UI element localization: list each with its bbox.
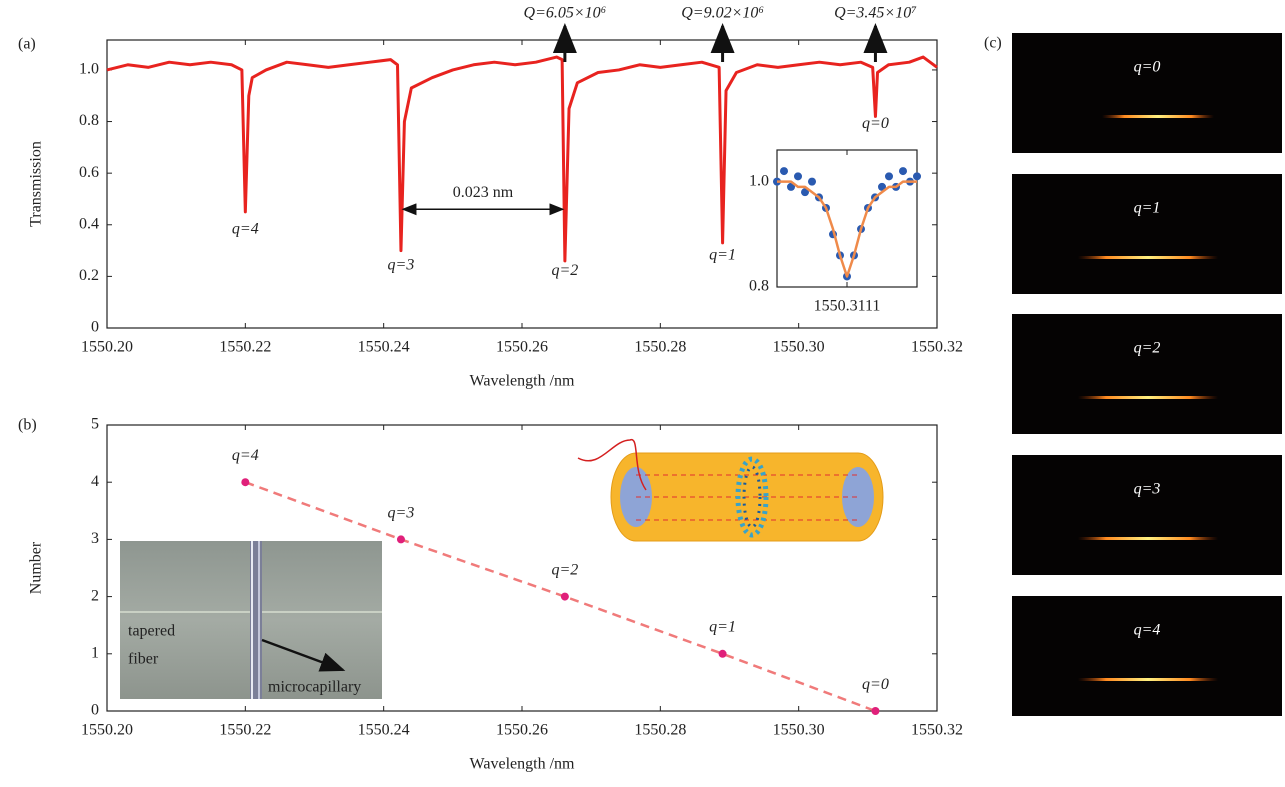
image-label: q=2 (1134, 340, 1161, 357)
y-tick-label: 0.8 (749, 278, 769, 295)
image-label: q=0 (1134, 59, 1161, 76)
y-tick-label: 0.4 (79, 215, 99, 232)
image-label: q=3 (1134, 481, 1161, 498)
mode-image (1012, 596, 1282, 716)
annotation: q=2 (551, 262, 578, 279)
figure: (a) (b) tapered fiber microcapillary (c)… (0, 0, 1285, 787)
x-tick-label: 1550.26 (496, 339, 548, 356)
x-tick-label: 1550.30 (773, 722, 825, 739)
y-tick-label: 1 (91, 644, 99, 661)
mode-glow (1078, 537, 1218, 540)
annotation: q=2 (551, 562, 578, 579)
x-tick-label: 1550.32 (911, 722, 963, 739)
x-tick-label: 1550.26 (496, 722, 548, 739)
annotation: q=0 (862, 676, 889, 693)
x-tick-label: 1550.30 (773, 339, 825, 356)
capillary-illustration (578, 440, 883, 541)
point (885, 172, 893, 180)
x-axis-label: Wavelength /nm (470, 373, 575, 390)
mode-image (1012, 33, 1282, 153)
mode-glow (1078, 256, 1218, 259)
x-tick-label: 1550.28 (634, 339, 686, 356)
x-tick-label: 1550.20 (81, 339, 133, 356)
x-tick-label: 1550.32 (911, 339, 963, 356)
span-label: 0.023 nm (453, 184, 514, 201)
q-factor: Q=3.45×10⁷ (834, 5, 917, 22)
image-label: q=1 (1134, 200, 1161, 217)
image-label: q=4 (1134, 622, 1161, 639)
point (899, 167, 907, 175)
point (241, 478, 249, 486)
y-tick-label: 4 (91, 473, 99, 490)
x-tick-label: 1550.28 (634, 722, 686, 739)
x-tick-label: 1550.22 (219, 339, 271, 356)
mode-image (1012, 314, 1282, 434)
x-tick-label: 1550.24 (358, 722, 410, 739)
y-tick-label: 0.6 (79, 164, 99, 181)
y-tick-label: 1.0 (749, 172, 769, 189)
mode-glow (1078, 678, 1218, 681)
y-tick-label: 0 (91, 319, 99, 336)
panel-label: (a) (18, 36, 36, 53)
photo-label: microcapillary (268, 679, 361, 696)
y-tick-label: 0.8 (79, 112, 99, 129)
annotation: q=1 (709, 619, 736, 636)
y-axis-label: Number (28, 541, 45, 594)
panel-label: (b) (18, 417, 37, 434)
panel-label: (c) (984, 35, 1002, 52)
y-tick-label: 3 (91, 530, 99, 547)
x-tick-label: 1550.22 (219, 722, 271, 739)
point (561, 593, 569, 601)
y-tick-label: 2 (91, 587, 99, 604)
y-tick-label: 5 (91, 416, 99, 433)
annotation: q=3 (388, 504, 415, 521)
annotation: q=4 (232, 447, 259, 464)
mode-glow (1102, 115, 1214, 118)
y-tick-label: 0 (91, 702, 99, 719)
annotation: q=3 (388, 257, 415, 274)
plot-frame (777, 150, 917, 287)
photo-label: tapered (128, 623, 175, 640)
annotation: q=4 (232, 221, 259, 238)
photo-label: fiber (128, 651, 159, 668)
annotation: q=1 (709, 246, 736, 263)
annotation: q=0 (862, 115, 889, 132)
point (780, 167, 788, 175)
point (397, 535, 405, 543)
y-tick-label: 0.2 (79, 267, 99, 284)
point (808, 178, 816, 186)
x-tick-label: 1550.3111 (814, 298, 881, 315)
y-tick-label: 1.0 (79, 61, 99, 78)
q-factor: Q=9.02×10⁶ (681, 5, 764, 22)
x-tick-label: 1550.20 (81, 722, 133, 739)
point (719, 650, 727, 658)
x-axis-label: Wavelength /nm (470, 756, 575, 773)
x-tick-label: 1550.24 (358, 339, 410, 356)
point (871, 707, 879, 715)
mode-glow (1078, 396, 1218, 399)
photo-inset (120, 541, 382, 699)
q-factor: Q=6.05×10⁶ (524, 5, 607, 22)
point (913, 172, 921, 180)
y-axis-label: Transmission (28, 141, 45, 227)
mode-image (1012, 174, 1282, 294)
point (794, 172, 802, 180)
mode-image (1012, 455, 1282, 575)
